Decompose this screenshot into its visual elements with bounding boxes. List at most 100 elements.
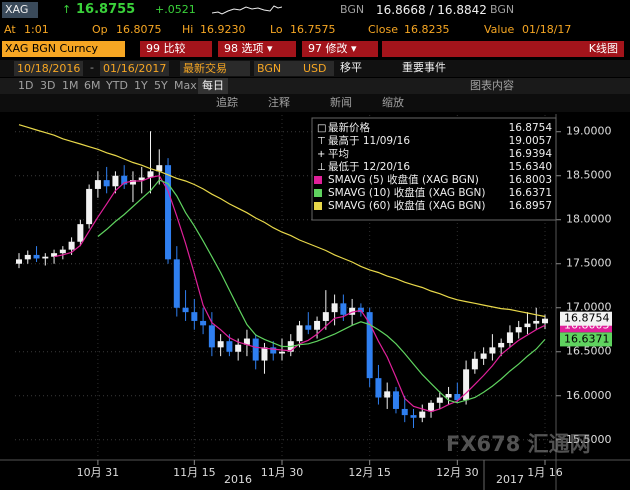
y-tick-label: 16.0000 [566, 389, 612, 402]
period-bar: 1D 3D 1M 6M YTD 1Y 5Y Max 每日 图表内容 [0, 78, 630, 94]
candle-body [419, 411, 426, 418]
period[interactable]: 5Y [154, 79, 168, 92]
sma-line [97, 179, 546, 404]
candle-body [208, 325, 215, 348]
legend-icon: ⊤ [317, 136, 326, 147]
currency[interactable]: USD [300, 61, 334, 76]
tool[interactable]: 新闻 [330, 96, 352, 109]
legend-swatch [314, 189, 322, 197]
candle-body [261, 347, 268, 361]
candle-body [384, 391, 391, 398]
watermark: FX678 汇通网 [446, 432, 591, 456]
button[interactable]: 97 修改 ▾ [302, 41, 378, 57]
period[interactable]: Max [174, 79, 197, 92]
q-label: Lo [270, 23, 283, 36]
candle-body [33, 254, 40, 259]
candle-body [392, 391, 399, 409]
y-tick-label: 17.5000 [566, 257, 612, 270]
sparkline [212, 5, 282, 15]
candle-body [401, 408, 408, 416]
legend-label: 最新价格 [328, 121, 370, 134]
legend-label: 平均 [328, 148, 349, 160]
legend-value: 19.0057 [509, 135, 552, 147]
legend-label: SMAVG (10) 收盘值 (XAG BGN) [328, 186, 486, 199]
tools-bar: 追踪 注释 新闻 缩放 [0, 94, 630, 112]
y-tick-label: 17.0000 [566, 301, 612, 314]
end-date[interactable]: 01/16/2017 [100, 61, 170, 76]
value-flag: 16.6371 [564, 332, 610, 345]
candle-body [480, 353, 487, 359]
q-value: 16.8075 [116, 23, 162, 36]
candle-body [410, 415, 417, 418]
view-button[interactable]: K线图 [382, 41, 624, 57]
legend-icon: □ [317, 123, 326, 134]
bid-ask: 16.8668 / 16.8842 [376, 3, 487, 17]
candle-body [436, 397, 443, 403]
legend-value: 16.8754 [509, 122, 553, 134]
candle-body [173, 259, 180, 308]
candle-body [506, 332, 513, 343]
candle-body [463, 369, 470, 401]
q-label: Hi [182, 23, 194, 36]
start-date[interactable]: 10/18/2016 [14, 61, 84, 76]
candle-body [270, 347, 277, 354]
legend-value: 16.8957 [509, 200, 552, 212]
period[interactable]: YTD [106, 79, 128, 92]
q-label: Value [484, 23, 515, 36]
legend-value: 15.6340 [509, 161, 552, 173]
source[interactable]: BGN [254, 61, 300, 76]
y-tick-label: 16.5000 [566, 345, 612, 358]
y-tick-label: 19.0000 [566, 125, 612, 138]
candle-body [331, 303, 338, 313]
quote-header: XAG ↑ 16.8755 +.0521 BGN 16.8668 / 16.88… [0, 0, 630, 20]
q-value: 01/18/17 [522, 23, 572, 36]
x-tick-label: 1月 16 [527, 466, 563, 479]
year-label: 2017 [496, 473, 524, 486]
candle-body [489, 347, 496, 354]
tool[interactable]: 追踪 [216, 96, 238, 109]
button[interactable]: 99 比较 [140, 41, 212, 57]
frequency[interactable]: 每日 [198, 78, 228, 94]
period[interactable]: 1Y [134, 79, 148, 92]
period[interactable]: 1D [18, 79, 34, 92]
ask-currency: BGN [490, 3, 515, 16]
sma-line [53, 175, 546, 413]
legend-icon: + [317, 149, 325, 160]
candle-body [165, 165, 172, 260]
last-price: 16.8755 [76, 2, 136, 17]
move[interactable]: 移平 [340, 61, 362, 74]
candle-body [515, 327, 522, 333]
value-flag-bg [560, 332, 612, 347]
candle-body [77, 224, 84, 242]
candle-body [454, 393, 461, 401]
legend-value: 16.9394 [509, 148, 553, 160]
price-type[interactable]: 最新交易 [180, 61, 250, 76]
legend-label: SMAVG (60) 收盘值 (XAG BGN) [328, 199, 486, 212]
button[interactable]: 98 选项 ▾ [218, 41, 296, 57]
candle-body [314, 320, 321, 330]
candle-body [252, 338, 259, 361]
chart-content[interactable]: 图表内容 [470, 79, 514, 92]
legend-swatch [314, 176, 322, 184]
candle-body [445, 393, 452, 398]
candle-body [471, 358, 478, 370]
period[interactable]: 3D [40, 79, 56, 92]
legend-value: 16.6371 [509, 187, 552, 199]
candle-body [191, 312, 198, 321]
legend-label: 最高于 11/09/16 [328, 134, 410, 147]
toolbar-settings: 10/18/2016 - 01/16/2017 最新交易 BGN USD 移平 … [0, 60, 630, 77]
tool[interactable]: 缩放 [382, 96, 404, 109]
candle-body [86, 188, 93, 225]
events[interactable]: 重要事件 [402, 61, 446, 74]
candle-body [16, 259, 22, 264]
candle-body [296, 325, 303, 342]
period[interactable]: 6M [84, 79, 101, 92]
candle-body [498, 342, 505, 348]
period[interactable]: 1M [62, 79, 79, 92]
chart: 15.5000 16.0000 16.5000 17.0000 17.5000 18.00… [0, 114, 630, 490]
legend-swatch [314, 202, 322, 210]
y-tick-label: 18.0000 [566, 213, 612, 226]
candle-body [524, 323, 531, 328]
tool[interactable]: 注释 [268, 96, 290, 109]
